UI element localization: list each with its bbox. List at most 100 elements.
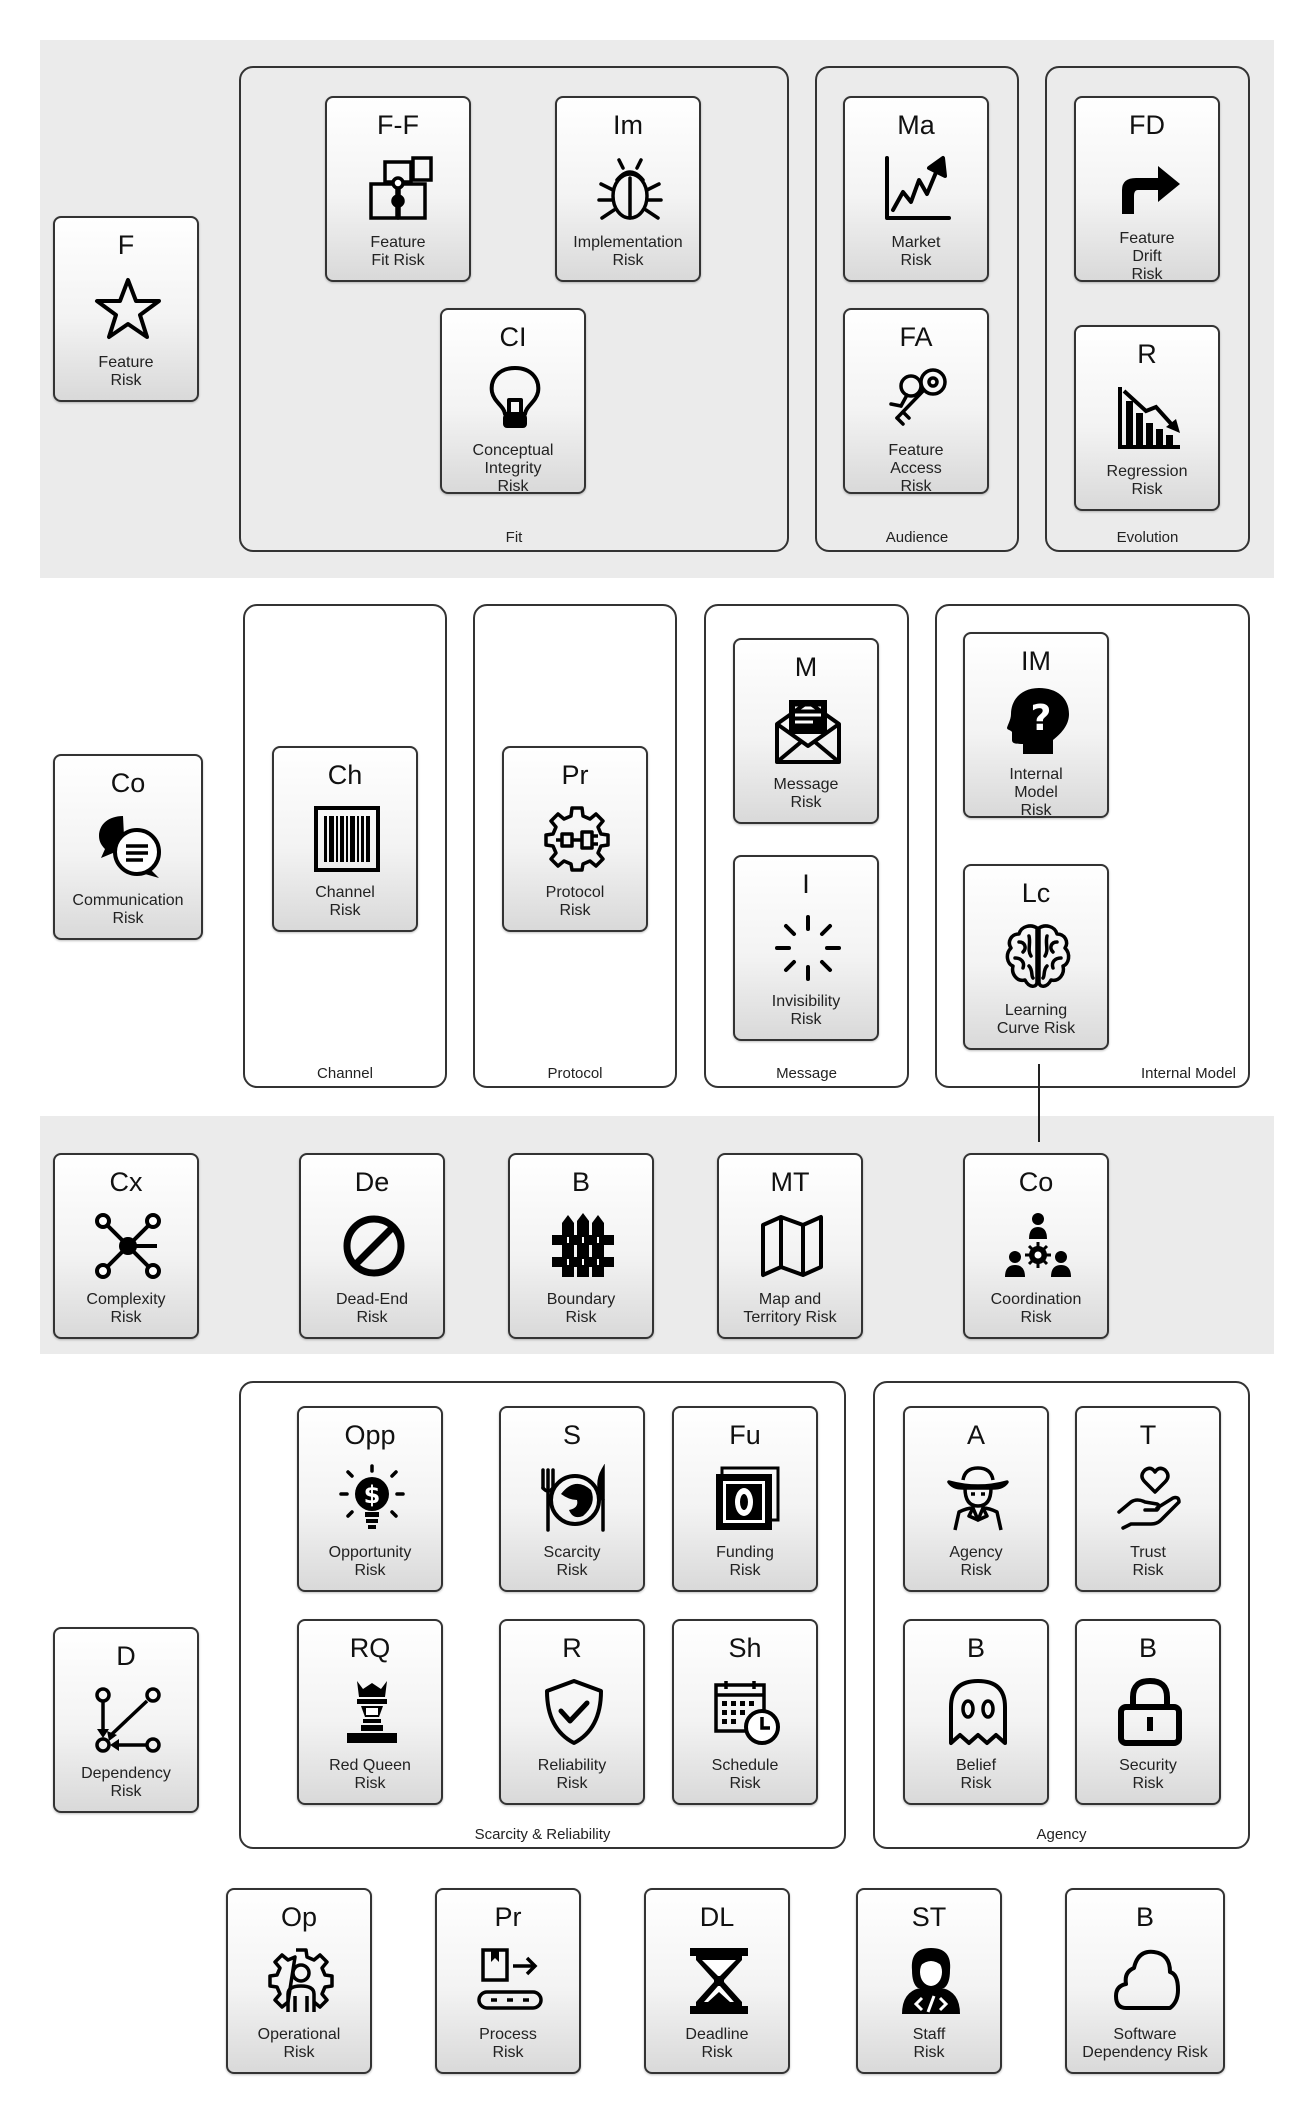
card-staff-risk[interactable]: ST Staff Risk: [856, 1888, 1002, 2074]
group-evolution: Evolution: [1045, 66, 1250, 552]
card-abbr: Pr: [561, 760, 589, 790]
card-learning-curve-risk[interactable]: Lc Learning Curve Risk: [963, 864, 1109, 1050]
card-dependency-risk[interactable]: D Dependency Risk: [53, 1627, 199, 1813]
card-title: Belief Risk: [955, 1757, 997, 1792]
card-message-risk[interactable]: M Message Risk: [733, 638, 879, 824]
card-abbr: Im: [613, 110, 643, 140]
card-scarcity-risk[interactable]: S Scarcity Risk: [499, 1406, 645, 1592]
padlock-icon: [1115, 1677, 1185, 1747]
card-operational-risk[interactable]: Op Operational Risk: [226, 1888, 372, 2074]
card-abbr: I: [802, 869, 810, 899]
svg-text:$: $: [364, 1481, 381, 1509]
card-red-queen-risk[interactable]: RQ Red Queen Risk: [297, 1619, 443, 1805]
card-opportunity-risk[interactable]: Opp $ Opportunity Risk: [297, 1406, 443, 1592]
card-map-territory-risk[interactable]: MT Map and Territory Risk: [717, 1153, 863, 1339]
group-message: Message: [704, 604, 909, 1088]
card-title: Schedule Risk: [711, 1757, 779, 1792]
card-title: Red Queen Risk: [329, 1757, 411, 1792]
card-title: Feature Access Risk: [888, 442, 944, 495]
card-abbr: A: [966, 1420, 985, 1450]
team-icon: [1003, 1211, 1073, 1281]
card-conceptual-integrity-risk[interactable]: CI Conceptual Integrity Risk: [440, 308, 586, 495]
card-boundary-risk[interactable]: B Boundary Risk: [508, 1153, 654, 1339]
group-label: Scarcity & Reliability: [474, 1826, 611, 1843]
fence-icon: [548, 1211, 618, 1281]
card-invisibility-risk[interactable]: I Invisibility Risk: [733, 855, 879, 1041]
card-title: Regression Risk: [1106, 463, 1188, 498]
group-label: Agency: [1036, 1826, 1087, 1843]
network-icon: [93, 1211, 163, 1281]
card-feature-fit-risk[interactable]: F-F Feature Fit Risk: [325, 96, 471, 282]
group-label: Audience: [885, 529, 949, 546]
card-title: Feature Fit Risk: [370, 234, 426, 269]
card-security-risk[interactable]: B Security Risk: [1075, 1619, 1221, 1805]
heart-hand-icon: [1115, 1464, 1185, 1534]
card-title: Learning Curve Risk: [996, 1002, 1076, 1037]
card-abbr: RQ: [349, 1633, 391, 1663]
card-abbr: R: [1137, 339, 1157, 369]
card-communication-risk[interactable]: Co Communication Risk: [53, 754, 203, 940]
card-abbr: D: [116, 1641, 136, 1671]
keys-icon: [883, 362, 953, 432]
card-feature-risk[interactable]: F Feature Risk: [53, 216, 199, 402]
hourglass-icon: [684, 1946, 754, 2016]
brain-icon: [1003, 922, 1073, 992]
card-reliability-risk[interactable]: R Reliability Risk: [499, 1619, 645, 1805]
card-abbr: Co: [110, 768, 146, 798]
card-feature-drift-risk[interactable]: FD Feature Drift Risk: [1074, 96, 1220, 283]
card-title: Protocol Risk: [545, 884, 605, 919]
card-dead-end-risk[interactable]: De Dead-End Risk: [299, 1153, 445, 1339]
card-abbr: Lc: [1021, 878, 1051, 908]
card-abbr: Fu: [729, 1420, 761, 1450]
card-protocol-risk[interactable]: Pr Protocol Risk: [502, 746, 648, 932]
card-belief-risk[interactable]: B Belief Risk: [903, 1619, 1049, 1805]
card-title: Agency Risk: [949, 1544, 1003, 1579]
card-title: Dependency Risk: [81, 1765, 171, 1800]
burst-icon: [773, 913, 843, 983]
card-feature-access-risk[interactable]: FA Feature Access Risk: [843, 308, 989, 495]
card-abbr: F: [117, 230, 135, 260]
chart-up-icon: [883, 154, 953, 224]
calendar-clock-icon: [712, 1677, 782, 1747]
card-coordination-risk[interactable]: Co Coordination Risk: [963, 1153, 1109, 1339]
card-title: Feature Drift Risk: [1119, 230, 1175, 283]
card-trust-risk[interactable]: T Trust Risk: [1075, 1406, 1221, 1592]
star-icon: [93, 274, 163, 344]
card-agency-risk[interactable]: A Agency Risk: [903, 1406, 1049, 1592]
card-title: Dead-End Risk: [335, 1291, 409, 1326]
group-label: Protocol: [547, 1065, 603, 1082]
card-abbr: De: [354, 1167, 390, 1197]
card-title: Invisibility Risk: [771, 993, 841, 1028]
envelope-icon: [773, 696, 843, 766]
card-complexity-risk[interactable]: Cx Complexity Risk: [53, 1153, 199, 1339]
card-title: Map and Territory Risk: [743, 1291, 837, 1326]
card-abbr: ST: [911, 1902, 947, 1932]
card-internal-model-risk[interactable]: IM ? Internal Model Risk: [963, 632, 1109, 819]
card-title: Message Risk: [773, 776, 839, 811]
card-process-risk[interactable]: Pr Process Risk: [435, 1888, 581, 2074]
card-funding-risk[interactable]: Fu Funding Risk: [672, 1406, 818, 1592]
card-abbr: B: [571, 1167, 590, 1197]
card-abbr: B: [966, 1633, 985, 1663]
card-schedule-risk[interactable]: Sh Schedule Risk: [672, 1619, 818, 1805]
card-title: Market Risk: [891, 234, 941, 269]
card-title: Operational Risk: [257, 2026, 341, 2061]
group-audience: Audience: [815, 66, 1019, 552]
barcode-icon: [312, 804, 382, 874]
card-deadline-risk[interactable]: DL Deadline Risk: [644, 1888, 790, 2074]
card-regression-risk[interactable]: R Regression Risk: [1074, 325, 1220, 511]
card-abbr: Opp: [344, 1420, 396, 1450]
card-abbr: Ch: [327, 760, 363, 790]
card-abbr: Ma: [897, 110, 935, 140]
card-title: Implementation Risk: [573, 234, 683, 269]
card-abbr: CI: [499, 322, 527, 352]
card-title: Boundary Risk: [546, 1291, 616, 1326]
card-software-dependency-risk[interactable]: B Software Dependency Risk: [1065, 1888, 1225, 2074]
card-market-risk[interactable]: Ma Market Risk: [843, 96, 989, 282]
card-channel-risk[interactable]: Ch Channel Risk: [272, 746, 418, 932]
card-implementation-risk[interactable]: Im Implementation Risk: [555, 96, 701, 282]
plate-cutlery-icon: [539, 1464, 609, 1534]
card-abbr: DL: [699, 1902, 735, 1932]
group-fit: Fit: [239, 66, 789, 552]
plug-gear-icon: [542, 804, 612, 874]
